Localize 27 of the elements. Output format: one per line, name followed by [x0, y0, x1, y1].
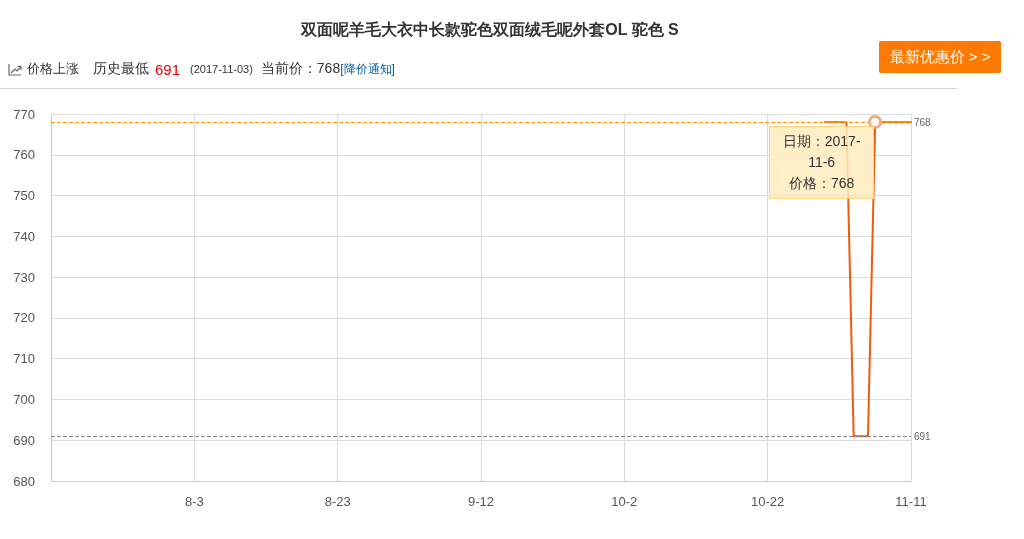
y-tick-label: 700 [13, 391, 35, 407]
chart-title: 双面呢羊毛大衣中长款驼色双面绒毛呢外套OL 驼色 S [300, 20, 680, 38]
x-tick-label: 10-22 [751, 494, 785, 509]
text: 价格上涨 [27, 60, 79, 78]
ref-line-label: 768 [914, 116, 932, 128]
y-tick-label: 710 [13, 351, 35, 367]
ref-line-label: 691 [914, 430, 932, 442]
text: 最新优惠价 > > [879, 41, 1001, 73]
y-tick-label: 740 [13, 228, 35, 244]
x-tick-label: 8-3 [184, 494, 204, 509]
y-tick-label: 760 [13, 147, 35, 163]
y-tick-label: 690 [13, 432, 35, 448]
y-tick-label: 680 [13, 473, 35, 489]
x-tick-label: 8-23 [324, 494, 351, 509]
x-tick-label: 11-11 [895, 494, 927, 509]
text: 691 [155, 60, 181, 78]
text: 当前价：768 [260, 60, 341, 78]
x-tick-label: 10-2 [611, 494, 638, 509]
x-tick-label: 9-12 [467, 494, 495, 509]
y-tick-label: 730 [13, 269, 35, 285]
text: [降价通知] [340, 60, 395, 78]
y-tick-label: 770 [13, 106, 35, 122]
annotation: 日期：2017-11-6 价格：768 [769, 126, 875, 200]
y-tick-label: 720 [13, 310, 35, 326]
y-tick-label: 750 [13, 188, 35, 204]
text: 历史最低 [93, 60, 149, 78]
text: (2017-11-03) [190, 63, 253, 75]
